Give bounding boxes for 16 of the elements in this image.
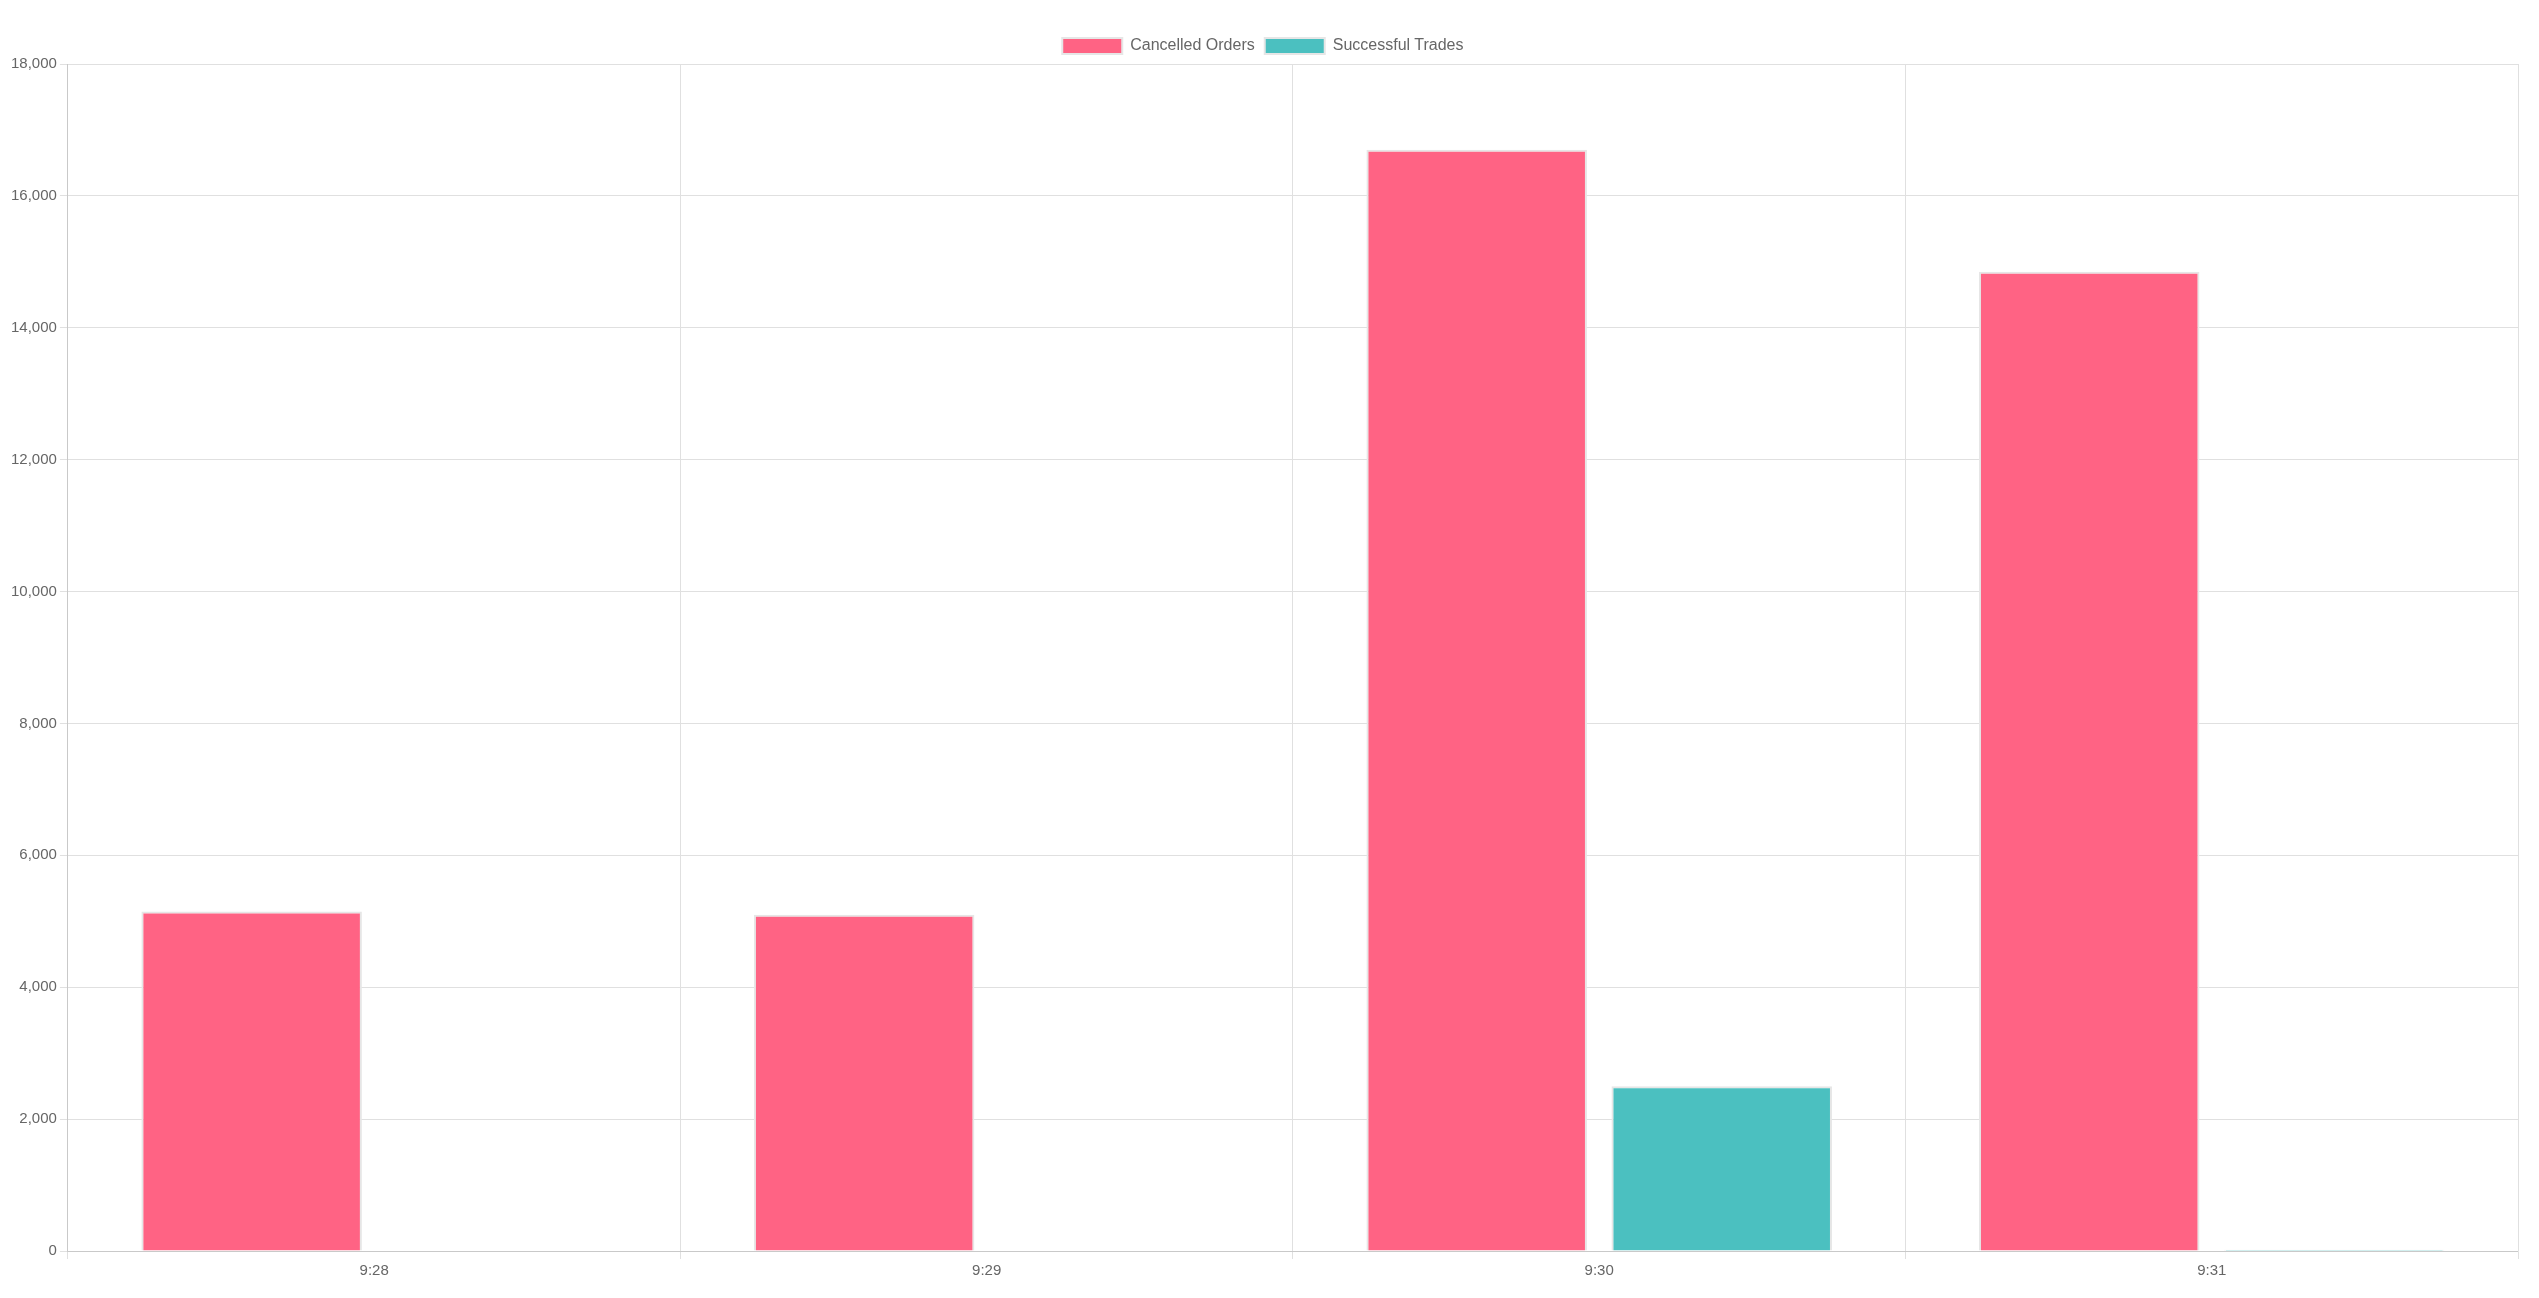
- x-tick-label: 9:29: [972, 1261, 1002, 1279]
- y-tick-label: 0: [48, 1241, 57, 1259]
- x-tick-label: 9:30: [1584, 1261, 1614, 1279]
- y-tick-label: 12,000: [10, 449, 57, 467]
- x-tick-label: 9:31: [2197, 1261, 2227, 1279]
- legend-label: Successful Trades: [1332, 36, 1464, 54]
- x-tick-label: 9:28: [359, 1261, 389, 1279]
- y-tick-label: 8,000: [19, 713, 57, 731]
- y-tick-label: 10,000: [10, 581, 57, 599]
- y-tick-label: 16,000: [10, 186, 57, 204]
- y-tick-label: 2,000: [19, 1109, 57, 1127]
- legend-label: Cancelled Orders: [1130, 36, 1255, 54]
- y-tick-label: 6,000: [19, 845, 57, 863]
- y-tick-label: 14,000: [10, 317, 57, 335]
- y-tick-label: 4,000: [19, 977, 57, 995]
- y-tick-label: 18,000: [10, 54, 57, 72]
